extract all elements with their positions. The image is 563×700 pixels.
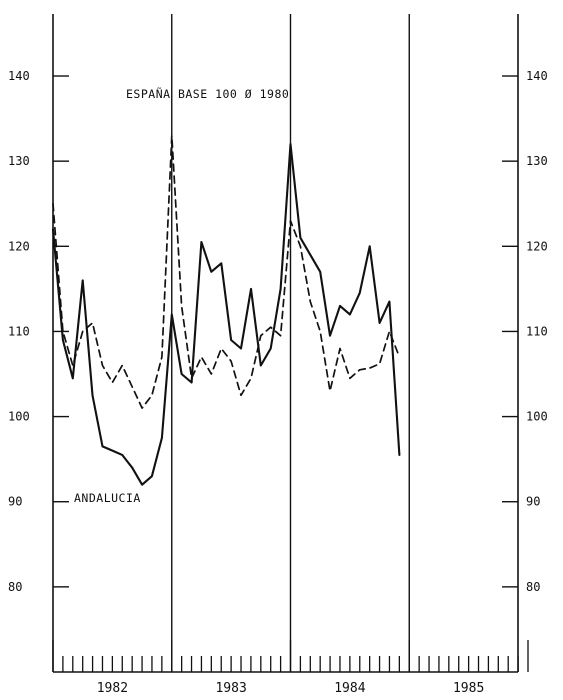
y-tick-label-right: 90 (526, 495, 540, 509)
year-label: 1982 (97, 681, 128, 696)
chart-frame (52, 14, 519, 673)
year-label: 1984 (334, 681, 365, 696)
tick-marks (52, 75, 529, 672)
y-tick-label-right: 120 (526, 239, 548, 253)
y-tick-label-left: 120 (8, 239, 30, 253)
year-label: 1983 (215, 681, 246, 696)
y-tick-label-left: 140 (8, 69, 30, 83)
y-tick-label-left: 90 (8, 495, 22, 509)
y-tick-label-left: 130 (8, 154, 30, 168)
y-tick-label-right: 100 (526, 410, 548, 424)
series-line-andalucia (51, 143, 401, 486)
year-label: 1985 (453, 681, 484, 696)
tick-labels: 80 80 90 90 100 100 110 110 120 120 130 130 140 140 19… (8, 69, 548, 696)
series-layer (51, 134, 401, 486)
y-tick-label-right: 80 (526, 580, 540, 594)
series-line-espana (52, 134, 401, 409)
y-tick-label-left: 110 (8, 324, 30, 338)
y-tick-label-right: 110 (526, 324, 548, 338)
y-tick-label-left: 80 (8, 580, 22, 594)
y-tick-label-right: 140 (526, 69, 548, 83)
y-tick-label-right: 130 (526, 154, 548, 168)
espana-annotation: ESPAÑA BASE 100 Ø 1980 (126, 86, 289, 101)
y-tick-label-left: 100 (8, 410, 30, 424)
andalucia-annotation: ANDALUCIA (74, 491, 141, 505)
